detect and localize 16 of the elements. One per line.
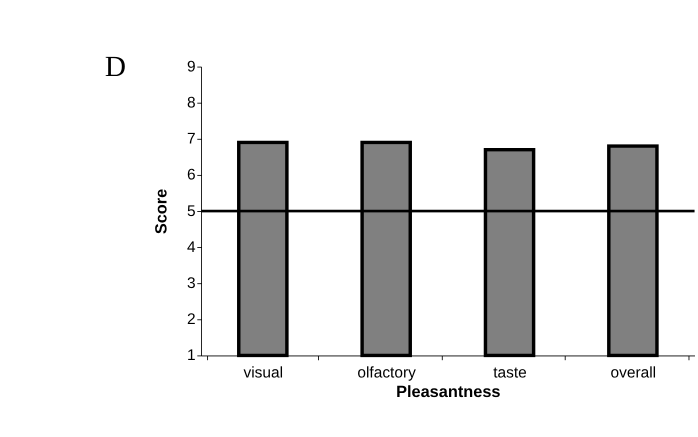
x-tick-label: taste — [493, 364, 527, 382]
x-tick-label: overall — [610, 364, 656, 382]
y-tick-label: 6 — [186, 166, 196, 184]
y-tick-label: 4 — [186, 238, 196, 256]
x-tick-label: visual — [243, 364, 284, 382]
x-tick-label: olfactory — [357, 364, 416, 382]
y-tick-label: 7 — [186, 130, 196, 148]
y-tick-label: 5 — [186, 202, 196, 220]
x-axis-title: Pleasantness — [396, 383, 500, 402]
text: D — [104, 51, 126, 84]
y-tick-label: 2 — [186, 311, 196, 328]
y-tick-label: 3 — [186, 274, 196, 292]
y-tick-label: 1 — [186, 347, 196, 364]
y-axis-title: Score — [152, 188, 170, 234]
y-tick-label: 9 — [186, 58, 196, 76]
y-tick-label: 8 — [186, 94, 196, 112]
